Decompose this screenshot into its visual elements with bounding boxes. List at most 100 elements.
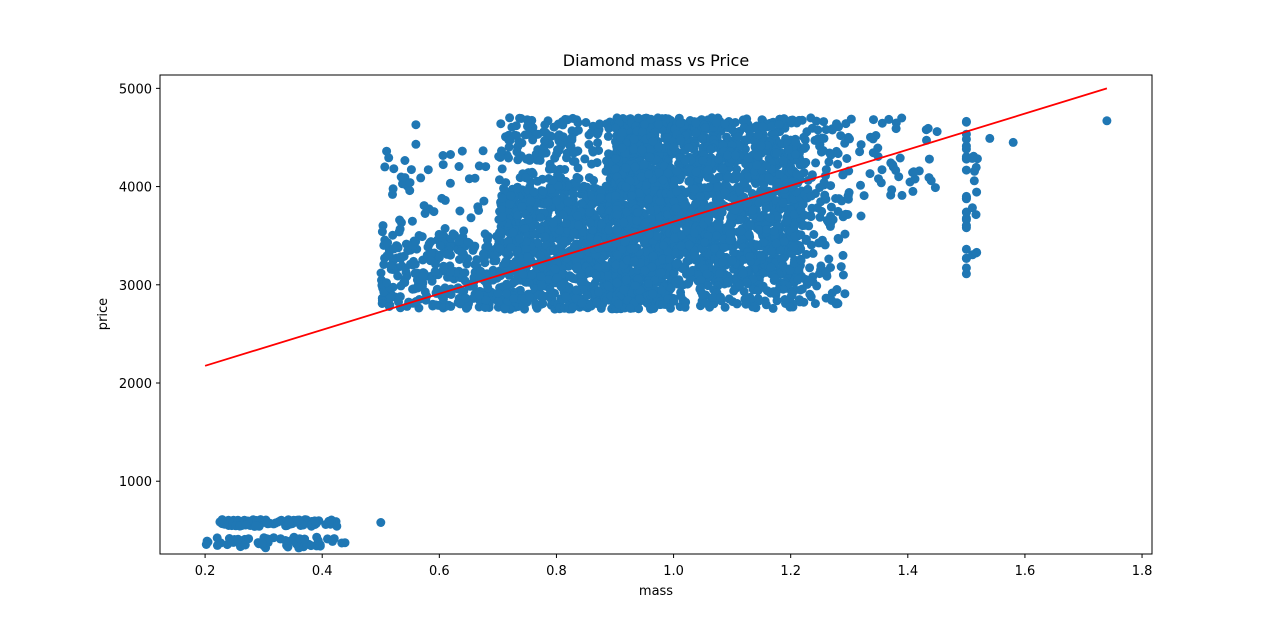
- data-point: [558, 210, 568, 220]
- data-point: [474, 290, 484, 300]
- data-point: [536, 212, 546, 222]
- data-point: [543, 197, 553, 207]
- data-point: [753, 130, 763, 140]
- data-point: [813, 125, 823, 135]
- data-point: [639, 160, 649, 170]
- data-point: [765, 213, 775, 223]
- y-tick-label: 1000: [119, 475, 152, 490]
- data-point: [396, 252, 406, 262]
- data-point: [506, 243, 516, 252]
- data-point: [460, 268, 470, 278]
- data-point: [521, 154, 531, 164]
- data-point: [786, 115, 796, 125]
- data-point: [568, 302, 578, 312]
- data-point: [812, 203, 822, 213]
- data-point: [1102, 116, 1112, 126]
- data-point: [874, 174, 883, 184]
- data-point: [407, 216, 417, 226]
- data-point: [251, 521, 261, 531]
- data-point: [800, 210, 810, 220]
- data-point: [455, 255, 464, 264]
- data-point: [706, 144, 716, 154]
- data-point: [500, 303, 510, 313]
- data-point: [540, 232, 550, 242]
- data-point: [506, 191, 516, 201]
- data-point: [715, 269, 724, 279]
- data-point: [594, 287, 604, 297]
- data-point: [743, 153, 753, 163]
- data-point: [574, 220, 583, 230]
- data-point: [440, 224, 450, 233]
- data-point: [383, 238, 393, 248]
- x-tick-label: 1.2: [780, 564, 801, 579]
- data-point: [540, 120, 550, 130]
- data-point: [549, 245, 559, 255]
- data-point: [733, 132, 743, 142]
- data-point: [563, 197, 573, 207]
- data-point: [454, 162, 464, 171]
- data-point: [497, 146, 506, 156]
- data-point: [814, 238, 824, 248]
- data-point: [567, 133, 577, 143]
- data-point: [481, 162, 491, 172]
- data-point: [764, 173, 774, 183]
- data-point: [736, 215, 746, 225]
- data-point: [617, 143, 627, 153]
- data-point: [799, 168, 809, 178]
- data-point: [527, 167, 537, 177]
- data-point: [538, 149, 548, 159]
- data-point: [431, 300, 441, 310]
- data-point: [439, 261, 449, 271]
- data-point: [735, 280, 745, 290]
- data-point: [537, 281, 547, 291]
- data-point: [579, 181, 589, 191]
- data-point: [838, 170, 848, 180]
- data-point: [585, 207, 594, 217]
- data-point: [593, 128, 603, 138]
- data-point: [300, 534, 310, 544]
- chart-title: Diamond mass vs Price: [563, 51, 749, 70]
- data-point: [686, 267, 695, 277]
- data-point: [702, 269, 712, 279]
- data-point: [455, 206, 465, 216]
- data-point: [435, 241, 445, 251]
- data-point: [461, 303, 471, 313]
- data-point: [505, 199, 515, 209]
- data-point: [462, 259, 472, 269]
- data-point: [611, 260, 621, 270]
- data-point: [691, 167, 701, 177]
- data-point: [700, 123, 710, 132]
- data-point: [689, 228, 699, 238]
- data-point: [520, 224, 530, 233]
- data-point: [961, 144, 971, 154]
- data-point: [838, 270, 848, 280]
- data-point: [554, 146, 564, 155]
- data-point: [700, 298, 710, 308]
- data-point: [497, 212, 507, 222]
- data-point: [497, 193, 507, 203]
- data-point: [535, 225, 545, 234]
- data-point: [518, 269, 528, 279]
- data-point: [815, 183, 825, 192]
- data-point: [718, 164, 728, 174]
- data-point: [856, 140, 866, 150]
- data-point: [961, 263, 971, 273]
- data-point: [592, 297, 602, 307]
- data-point: [217, 515, 227, 525]
- data-point: [522, 115, 532, 125]
- data-point: [497, 164, 507, 174]
- data-point: [908, 186, 918, 196]
- data-point: [725, 228, 735, 238]
- data-point: [675, 136, 685, 146]
- data-point: [504, 142, 514, 152]
- data-point: [746, 220, 756, 230]
- data-point: [833, 206, 843, 216]
- data-point: [578, 227, 588, 237]
- data-point: [580, 154, 590, 164]
- data-point: [510, 277, 520, 287]
- data-point: [932, 127, 942, 137]
- data-point: [517, 202, 527, 212]
- data-point: [405, 178, 415, 188]
- data-point: [395, 292, 405, 302]
- data-point: [611, 191, 621, 201]
